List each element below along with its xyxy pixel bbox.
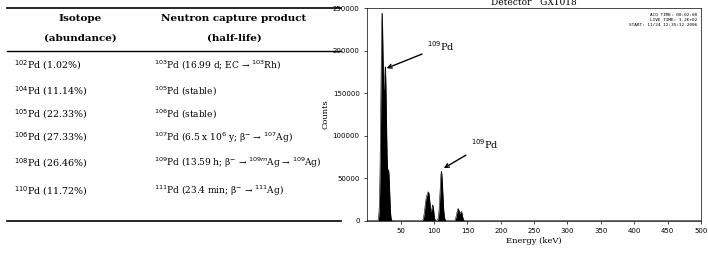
Text: (abundance): (abundance) [44, 34, 117, 43]
Text: $^{108}$Pd (26.46%): $^{108}$Pd (26.46%) [13, 157, 87, 170]
Text: $^{109}$Pd (13.59 h; β$^{-}$ → $^{109m}$Ag → $^{109}$Ag): $^{109}$Pd (13.59 h; β$^{-}$ → $^{109m}$… [154, 156, 321, 170]
Text: $^{109}$Pd: $^{109}$Pd [445, 137, 498, 167]
X-axis label: Energy (keV): Energy (keV) [506, 237, 562, 245]
Text: $^{104}$Pd (11.14%): $^{104}$Pd (11.14%) [13, 84, 87, 98]
Text: $^{105}$Pd (stable): $^{105}$Pd (stable) [154, 84, 217, 98]
Text: Isotope: Isotope [59, 15, 102, 23]
Text: $^{110}$Pd (11.72%): $^{110}$Pd (11.72%) [13, 184, 87, 198]
Text: $^{106}$Pd (stable): $^{106}$Pd (stable) [154, 108, 217, 121]
Y-axis label: Counts: Counts [322, 100, 330, 129]
Text: $^{109}$Pd: $^{109}$Pd [388, 40, 455, 68]
Text: $^{106}$Pd (27.33%): $^{106}$Pd (27.33%) [13, 131, 87, 144]
Text: $^{111}$Pd (23.4 min; β$^{-}$ → $^{111}$Ag): $^{111}$Pd (23.4 min; β$^{-}$ → $^{111}$… [154, 184, 284, 198]
Text: (half-life): (half-life) [207, 34, 261, 43]
Text: $^{102}$Pd (1.02%): $^{102}$Pd (1.02%) [13, 59, 81, 72]
Text: $^{103}$Pd (16.99 d; EC → $^{103}$Rh): $^{103}$Pd (16.99 d; EC → $^{103}$Rh) [154, 59, 281, 72]
Text: $^{107}$Pd (6.5 x 10$^{6}$ y; β$^{-}$ → $^{107}$Ag): $^{107}$Pd (6.5 x 10$^{6}$ y; β$^{-}$ → … [154, 130, 292, 145]
Text: ACQ TIME: 00:02:00
LIVE TIME: 1.2E+02
START: 11/24 12:35:12 2006: ACQ TIME: 00:02:00 LIVE TIME: 1.2E+02 ST… [629, 12, 697, 27]
Text: $^{105}$Pd (22.33%): $^{105}$Pd (22.33%) [13, 108, 87, 121]
Title: Detector   GX1018: Detector GX1018 [491, 0, 577, 7]
Text: Neutron capture product: Neutron capture product [161, 15, 307, 23]
